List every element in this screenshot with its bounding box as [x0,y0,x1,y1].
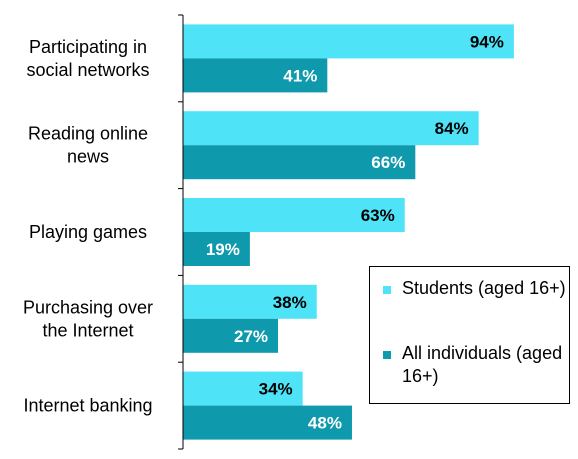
data-label: 27% [234,327,268,346]
data-label: 84% [435,119,469,138]
data-label: 66% [371,153,405,172]
bar [183,198,405,232]
bar [183,405,352,440]
data-label: 34% [259,380,293,399]
bar [183,371,303,406]
bar [183,318,279,353]
category-label: Playing games [29,222,147,242]
legend-swatch-all-individuals [383,351,391,359]
legend-item-all-individuals: All individuals (aged 16+) [383,342,572,388]
bar [183,58,328,93]
legend-item-students: Students (aged 16+) [383,277,572,300]
bar [183,111,479,146]
data-label: 63% [361,206,395,225]
data-label: 41% [283,66,317,85]
data-label: 38% [273,293,307,312]
category-label: Purchasing over the Internet [23,297,153,340]
category-label: Internet banking [23,396,152,416]
chart-legend: Students (aged 16+) All individuals (age… [369,266,570,404]
legend-label-all-individuals: All individuals (aged 16+) [402,343,563,386]
bar [183,145,416,180]
data-label: 48% [308,414,342,433]
data-label: 19% [206,240,240,259]
category-label: Participating in social networks [26,37,149,80]
legend-swatch-students [383,286,391,294]
bar [183,284,317,319]
data-label: 94% [470,32,504,51]
legend-label-students: Students (aged 16+) [402,278,566,298]
category-label: Reading online news [28,124,148,167]
bar [183,24,514,59]
bar [183,232,250,266]
